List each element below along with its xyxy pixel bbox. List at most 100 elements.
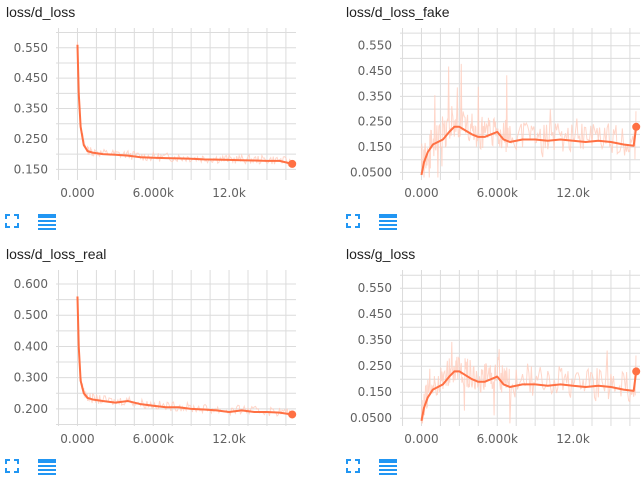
data-table-icon-header (38, 214, 56, 218)
data-table-icon-row (38, 224, 56, 226)
x-tick-label: 6.000k (477, 186, 518, 200)
raw-series-line (420, 63, 637, 178)
y-tick-label: 0.0500 (350, 165, 392, 179)
fit-screen-icon[interactable] (346, 459, 360, 473)
series-line (76, 44, 293, 165)
y-tick-label: 0.200 (14, 402, 48, 416)
y-tick-label: 0.150 (358, 140, 392, 154)
fit-screen-icon-corner (355, 459, 360, 464)
fit-screen-icon-corner (346, 214, 351, 219)
fit-screen-icon-corner (5, 223, 10, 228)
data-table-icon-row (38, 469, 56, 471)
y-tick-label: 0.600 (14, 277, 48, 291)
data-table-icon-header (379, 214, 397, 218)
chart-title: loss/g_loss (346, 246, 416, 262)
data-table-icon-row (379, 228, 397, 230)
fit-screen-icon-corner (355, 223, 360, 228)
data-table-icon[interactable] (379, 459, 397, 475)
fit-screen-icon[interactable] (5, 459, 19, 473)
fit-screen-icon-corner (5, 459, 10, 464)
series-line (420, 125, 638, 176)
y-tick-label: 0.350 (14, 102, 48, 116)
y-tick-label: 0.550 (358, 39, 392, 53)
x-tick-label: 12.0k (212, 432, 246, 446)
x-tick-label: 12.0k (212, 186, 246, 200)
raw-series-line (76, 41, 292, 167)
y-tick-label: 0.450 (358, 307, 392, 321)
x-tick-label: 0.000 (404, 186, 438, 200)
raw-series-line (420, 341, 637, 424)
raw-series-line (76, 295, 292, 417)
chart-card-d-loss: loss/d_loss 0.550 0.450 0.350 0.250 0.150 0.0… (0, 0, 321, 241)
fit-screen-icon-corner (346, 459, 351, 464)
grid (400, 270, 640, 426)
y-tick-label: 0.350 (358, 333, 392, 347)
data-table-icon-row (379, 465, 397, 467)
fit-screen-icon-corner (355, 468, 360, 473)
chart-title: loss/d_loss_fake (346, 4, 450, 20)
data-table-icon[interactable] (38, 214, 56, 230)
line-chart-d-loss-real[interactable]: 0.600 0.500 0.400 0.300 0.200 0.000 6.000k 12.0… (0, 242, 321, 483)
data-table-icon-row (38, 228, 56, 230)
data-table-icon-row (379, 220, 397, 222)
y-tick-label: 0.550 (358, 281, 392, 295)
line-chart-d-loss[interactable]: 0.550 0.450 0.350 0.250 0.150 0.000 6.000k 12.0… (0, 0, 321, 241)
data-table-icon[interactable] (38, 459, 56, 475)
data-table-icon[interactable] (379, 214, 397, 230)
fit-screen-icon-corner (346, 223, 351, 228)
y-tick-label: 0.0500 (350, 411, 392, 425)
fit-screen-icon-corner (14, 468, 19, 473)
fit-screen-icon-corner (346, 468, 351, 473)
fit-screen-icon-corner (14, 459, 19, 464)
series-last-point (632, 122, 641, 131)
y-tick-label: 0.450 (14, 71, 48, 85)
x-tick-label: 12.0k (556, 432, 590, 446)
data-table-icon-row (38, 473, 56, 475)
y-tick-label: 0.250 (358, 359, 392, 373)
x-tick-label: 0.000 (60, 432, 94, 446)
chart-card-d-loss-fake: loss/d_loss_fake 0.550 0.450 0.350 0.250 0.1… (322, 0, 643, 241)
chart-card-g-loss: loss/g_loss 0.550 0.450 0.350 0.250 0.150 0.0… (322, 242, 643, 483)
series-line (420, 370, 638, 421)
y-tick-label: 0.300 (14, 371, 48, 385)
data-table-icon-header (38, 459, 56, 463)
x-tick-label: 0.000 (60, 186, 94, 200)
data-table-icon-row (38, 220, 56, 222)
data-table-icon-row (379, 469, 397, 471)
y-tick-label: 0.250 (358, 115, 392, 129)
fit-screen-icon-corner (355, 214, 360, 219)
y-tick-label: 0.550 (14, 41, 48, 55)
y-tick-label: 0.250 (14, 132, 48, 146)
line-chart-d-loss-fake[interactable]: 0.550 0.450 0.350 0.250 0.150 0.0500 0.000 6.00… (322, 0, 643, 241)
y-tick-label: 0.400 (14, 339, 48, 353)
chart-card-d-loss-real: loss/d_loss_real 0.600 0.500 0.400 0.300 0.2… (0, 242, 321, 483)
fit-screen-icon-corner (5, 214, 10, 219)
y-tick-label: 0.150 (358, 385, 392, 399)
grid (400, 28, 640, 180)
y-tick-label: 0.350 (358, 89, 392, 103)
chart-title: loss/d_loss (6, 4, 76, 20)
data-table-icon-row (379, 473, 397, 475)
fit-screen-icon[interactable] (346, 214, 360, 228)
x-tick-label: 6.000k (133, 432, 174, 446)
grid (56, 28, 296, 180)
data-table-icon-header (379, 459, 397, 463)
fit-screen-icon-corner (14, 214, 19, 219)
series-last-point (288, 159, 297, 168)
x-tick-label: 0.000 (404, 432, 438, 446)
x-tick-label: 6.000k (477, 432, 518, 446)
y-tick-label: 0.450 (358, 64, 392, 78)
y-tick-label: 0.150 (14, 162, 48, 176)
line-chart-g-loss[interactable]: 0.550 0.450 0.350 0.250 0.150 0.0500 0.000 6.00… (322, 242, 643, 483)
fit-screen-icon-corner (14, 223, 19, 228)
series-line (76, 296, 293, 416)
x-tick-label: 6.000k (133, 186, 174, 200)
fit-screen-icon-corner (5, 468, 10, 473)
data-table-icon-row (379, 224, 397, 226)
series-last-point (632, 367, 641, 376)
fit-screen-icon[interactable] (5, 214, 19, 228)
x-tick-label: 12.0k (556, 186, 590, 200)
y-tick-label: 0.500 (14, 308, 48, 322)
data-table-icon-row (38, 465, 56, 467)
series-last-point (288, 410, 297, 419)
